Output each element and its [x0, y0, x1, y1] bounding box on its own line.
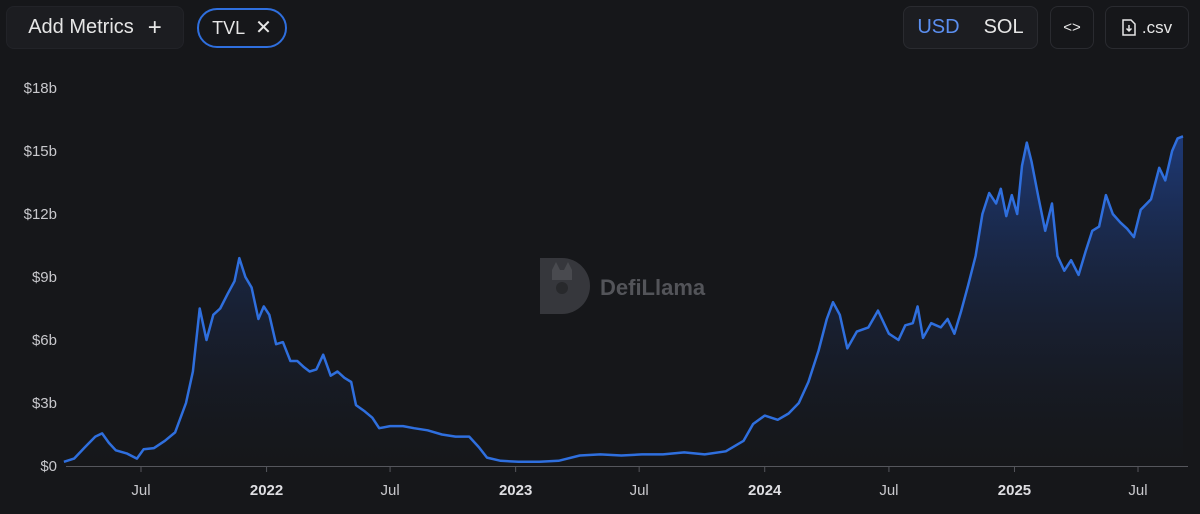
y-tick-label: $0: [40, 458, 57, 475]
x-tick-label: 2022: [250, 482, 283, 499]
metric-chip-tvl[interactable]: TVL ✕: [197, 8, 287, 48]
watermark-text: DefiLlama: [600, 275, 706, 300]
x-tick-label: Jul: [380, 482, 399, 499]
y-axis: $0 $3b $6b $9b $12b $15b $18b: [24, 80, 57, 475]
x-tick-label: Jul: [131, 482, 150, 499]
metric-chip-label: TVL: [212, 17, 246, 38]
y-tick-label: $15b: [24, 143, 57, 160]
currency-toggle[interactable]: USD SOL: [903, 6, 1038, 49]
y-tick-label: $12b: [24, 206, 57, 223]
currency-option-sol[interactable]: SOL: [983, 16, 1024, 38]
plus-icon: +: [147, 13, 162, 41]
y-tick-label: $9b: [32, 269, 57, 286]
x-tick-label: Jul: [879, 482, 898, 499]
download-csv-button[interactable]: .csv: [1105, 6, 1189, 49]
tvl-series-line: [63, 135, 1184, 464]
y-tick-label: $3b: [32, 395, 57, 412]
defillama-watermark: DefiLlama: [540, 258, 706, 314]
x-tick-label: 2025: [998, 482, 1031, 499]
x-tick-label: 2023: [499, 482, 532, 499]
x-tick-label: Jul: [1128, 482, 1147, 499]
add-metrics-label: Add Metrics: [28, 16, 134, 38]
csv-label: .csv: [1141, 17, 1173, 37]
llama-logo-icon: [540, 258, 591, 314]
download-file-icon: [1122, 19, 1136, 36]
close-icon[interactable]: ✕: [255, 17, 272, 39]
currency-option-usd[interactable]: USD: [917, 16, 960, 38]
tvl-area-fill: [63, 136, 1183, 467]
x-axis: Jul 2022 Jul 2023 Jul 2024 Jul 2025 Jul: [66, 466, 1188, 499]
y-tick-label: $18b: [24, 80, 57, 97]
embed-button[interactable]: <>: [1050, 6, 1094, 49]
add-metrics-button[interactable]: Add Metrics +: [6, 6, 184, 49]
x-tick-label: 2024: [748, 482, 782, 499]
y-tick-label: $6b: [32, 332, 57, 349]
x-tick-label: Jul: [630, 482, 649, 499]
code-brackets-icon: <>: [1063, 19, 1081, 36]
